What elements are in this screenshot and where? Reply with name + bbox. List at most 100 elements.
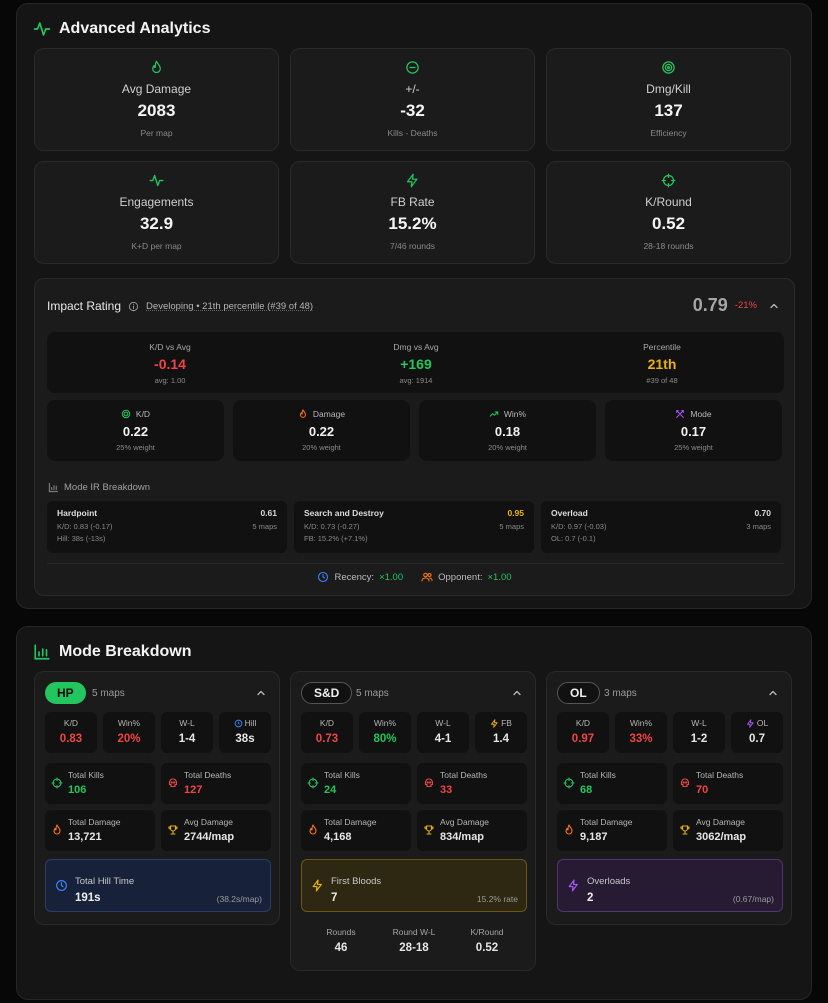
chevron-up-icon[interactable] xyxy=(767,687,779,699)
total-kills: Total Kills 106 xyxy=(45,763,155,804)
crosshair-icon xyxy=(563,777,575,789)
flame-icon xyxy=(565,824,573,835)
comparison-percentile: Percentile 21th #39 of 48 xyxy=(643,342,681,385)
minus-circle-icon xyxy=(406,61,419,74)
mode-tag-ol: OL xyxy=(557,682,600,704)
weight-card-mode: Mode 0.17 25% weight xyxy=(605,400,782,461)
stat-sub: Per map xyxy=(140,128,173,138)
total-damage: Total Damage 9,187 xyxy=(557,810,667,851)
flame-icon xyxy=(53,824,61,835)
mode-stat-kd: K/D 0.73 xyxy=(301,712,353,753)
trending-up-icon xyxy=(489,411,499,417)
highlight-hill-time: Total Hill Time 191s (38.2s/map) xyxy=(45,859,271,912)
mode-card-ol: OL 3 maps K/D 0.97 Win% 33% W-L 1-2 OL 0.7 T… xyxy=(546,671,792,925)
zap-icon xyxy=(568,879,578,892)
trophy-icon xyxy=(680,825,690,835)
total-deaths: Total Deaths 127 xyxy=(161,763,271,804)
impact-change: -21% xyxy=(734,300,757,311)
stat-card-avg-damage: Avg Damage 2083 Per map xyxy=(34,48,279,151)
stat-label: Avg Damage xyxy=(121,82,192,96)
avg-damage: Avg Damage 834/map xyxy=(417,810,527,851)
comparison-kd: K/D vs Avg -0.14 avg: 1.00 xyxy=(149,342,191,385)
k-round-stat: K/Round 0.52 xyxy=(470,927,504,954)
mode-stat-win: Win% 33% xyxy=(615,712,667,753)
flame-icon xyxy=(309,824,317,835)
total-damage: Total Damage 4,168 xyxy=(301,810,411,851)
impact-score: 0.79 xyxy=(692,295,728,315)
clock-icon xyxy=(234,719,242,727)
chevron-up-icon[interactable] xyxy=(255,687,267,699)
stat-label: Engagements xyxy=(119,195,194,209)
divider xyxy=(47,563,784,564)
stat-value: -32 xyxy=(400,101,425,120)
target-icon xyxy=(121,409,131,419)
highlight-overloads: Overloads 2 (0.67/map) xyxy=(557,859,783,912)
flame-icon xyxy=(299,409,306,418)
stat-value: 32.9 xyxy=(139,214,174,233)
stat-card-dmg-kill: Dmg/Kill 137 Efficiency xyxy=(546,48,791,151)
modifiers-row: Recency: ×1.00 Opponent: ×1.00 xyxy=(35,571,794,583)
users-icon xyxy=(421,572,433,582)
comparison-dmg: Dmg vs Avg +169 avg: 1914 xyxy=(393,342,439,385)
weight-card-win: Win% 0.18 20% weight xyxy=(419,400,596,461)
mode-ir-snd: Search and Destroy 0.95 K/D: 0.73 (-0.27… xyxy=(294,501,534,553)
total-deaths: Total Deaths 33 xyxy=(417,763,527,804)
swords-icon xyxy=(676,410,685,418)
stat-label: K/Round xyxy=(645,195,692,209)
opponent-modifier: Opponent: ×1.00 xyxy=(421,571,512,583)
stat-label: +/- xyxy=(405,82,420,96)
total-kills: Total Kills 68 xyxy=(557,763,667,804)
zap-icon xyxy=(406,173,418,188)
stat-value: 15.2% xyxy=(388,214,437,233)
avg-damage: Avg Damage 3062/map xyxy=(673,810,783,851)
mode-maps: 5 maps xyxy=(356,688,389,699)
mode-card-snd: S&D 5 maps K/D 0.73 Win% 80% W-L 4-1 FB 1.4 … xyxy=(290,671,536,971)
bar-chart-icon xyxy=(48,482,59,493)
mode-ir-title: Mode IR Breakdown xyxy=(48,482,150,493)
weight-card-damage: Damage 0.22 20% weight xyxy=(233,400,410,461)
mode-stat-kd: K/D 0.97 xyxy=(557,712,609,753)
mode-stat-kd: K/D 0.83 xyxy=(45,712,97,753)
info-icon[interactable] xyxy=(128,301,139,312)
round-wl-stat: Round W-L 28-18 xyxy=(392,927,436,954)
impact-title: Impact Rating xyxy=(47,299,122,313)
activity-icon xyxy=(33,22,51,36)
weight-card-kd: K/D 0.22 25% weight xyxy=(47,400,224,461)
mode-maps: 3 maps xyxy=(604,688,637,699)
mode-stat-ol: OL 0.7 xyxy=(731,712,783,753)
stat-label: Dmg/Kill xyxy=(646,82,691,96)
stat-sub: Kills - Deaths xyxy=(387,128,438,138)
advanced-analytics-title: Advanced Analytics xyxy=(33,20,210,38)
mode-stat-wl: W-L 1-4 xyxy=(161,712,213,753)
chevron-up-icon[interactable] xyxy=(768,300,780,312)
impact-score-group: 0.79 -21% xyxy=(693,295,780,316)
impact-comparisons: K/D vs Avg -0.14 avg: 1.00 Dmg vs Avg +1… xyxy=(47,332,784,393)
bar-chart-icon xyxy=(34,644,50,660)
mode-stat-win: Win% 20% xyxy=(103,712,155,753)
stat-sub: Efficiency xyxy=(650,128,687,138)
avg-damage: Avg Damage 2744/map xyxy=(161,810,271,851)
total-kills: Total Kills 24 xyxy=(301,763,411,804)
zap-icon xyxy=(746,718,754,728)
trophy-icon xyxy=(424,825,434,835)
skull-icon xyxy=(680,778,690,788)
mode-ir-hardpoint: Hardpoint 0.61 K/D: 0.83 (-0.17) 5 maps … xyxy=(47,501,287,553)
stat-sub: K+D per map xyxy=(131,241,182,251)
mode-stat-wl: W-L 1-2 xyxy=(673,712,725,753)
mode-maps: 5 maps xyxy=(92,688,125,699)
stat-label: FB Rate xyxy=(390,195,435,209)
mode-stat-win: Win% 80% xyxy=(359,712,411,753)
impact-status[interactable]: Developing • 21th percentile (#39 of 48) xyxy=(146,300,314,312)
target-icon xyxy=(662,61,675,74)
mode-card-hp: HP 5 maps K/D 0.83 Win% 20% W-L 1-4 Hill 38s… xyxy=(34,671,280,925)
mode-stat-fb: FB 1.4 xyxy=(475,712,527,753)
flame-icon xyxy=(152,60,161,74)
clock-icon xyxy=(318,571,329,583)
stat-value: 0.52 xyxy=(651,214,686,233)
chevron-up-icon[interactable] xyxy=(511,687,523,699)
highlight-first-bloods: First Bloods 7 15.2% rate xyxy=(301,859,527,912)
mode-stat-hill: Hill 38s xyxy=(219,712,271,753)
stat-card-engagements: Engagements 32.9 K+D per map xyxy=(34,161,279,264)
stat-card-fb-rate: FB Rate 15.2% 7/46 rounds xyxy=(290,161,535,264)
stat-value: 2083 xyxy=(137,101,176,120)
